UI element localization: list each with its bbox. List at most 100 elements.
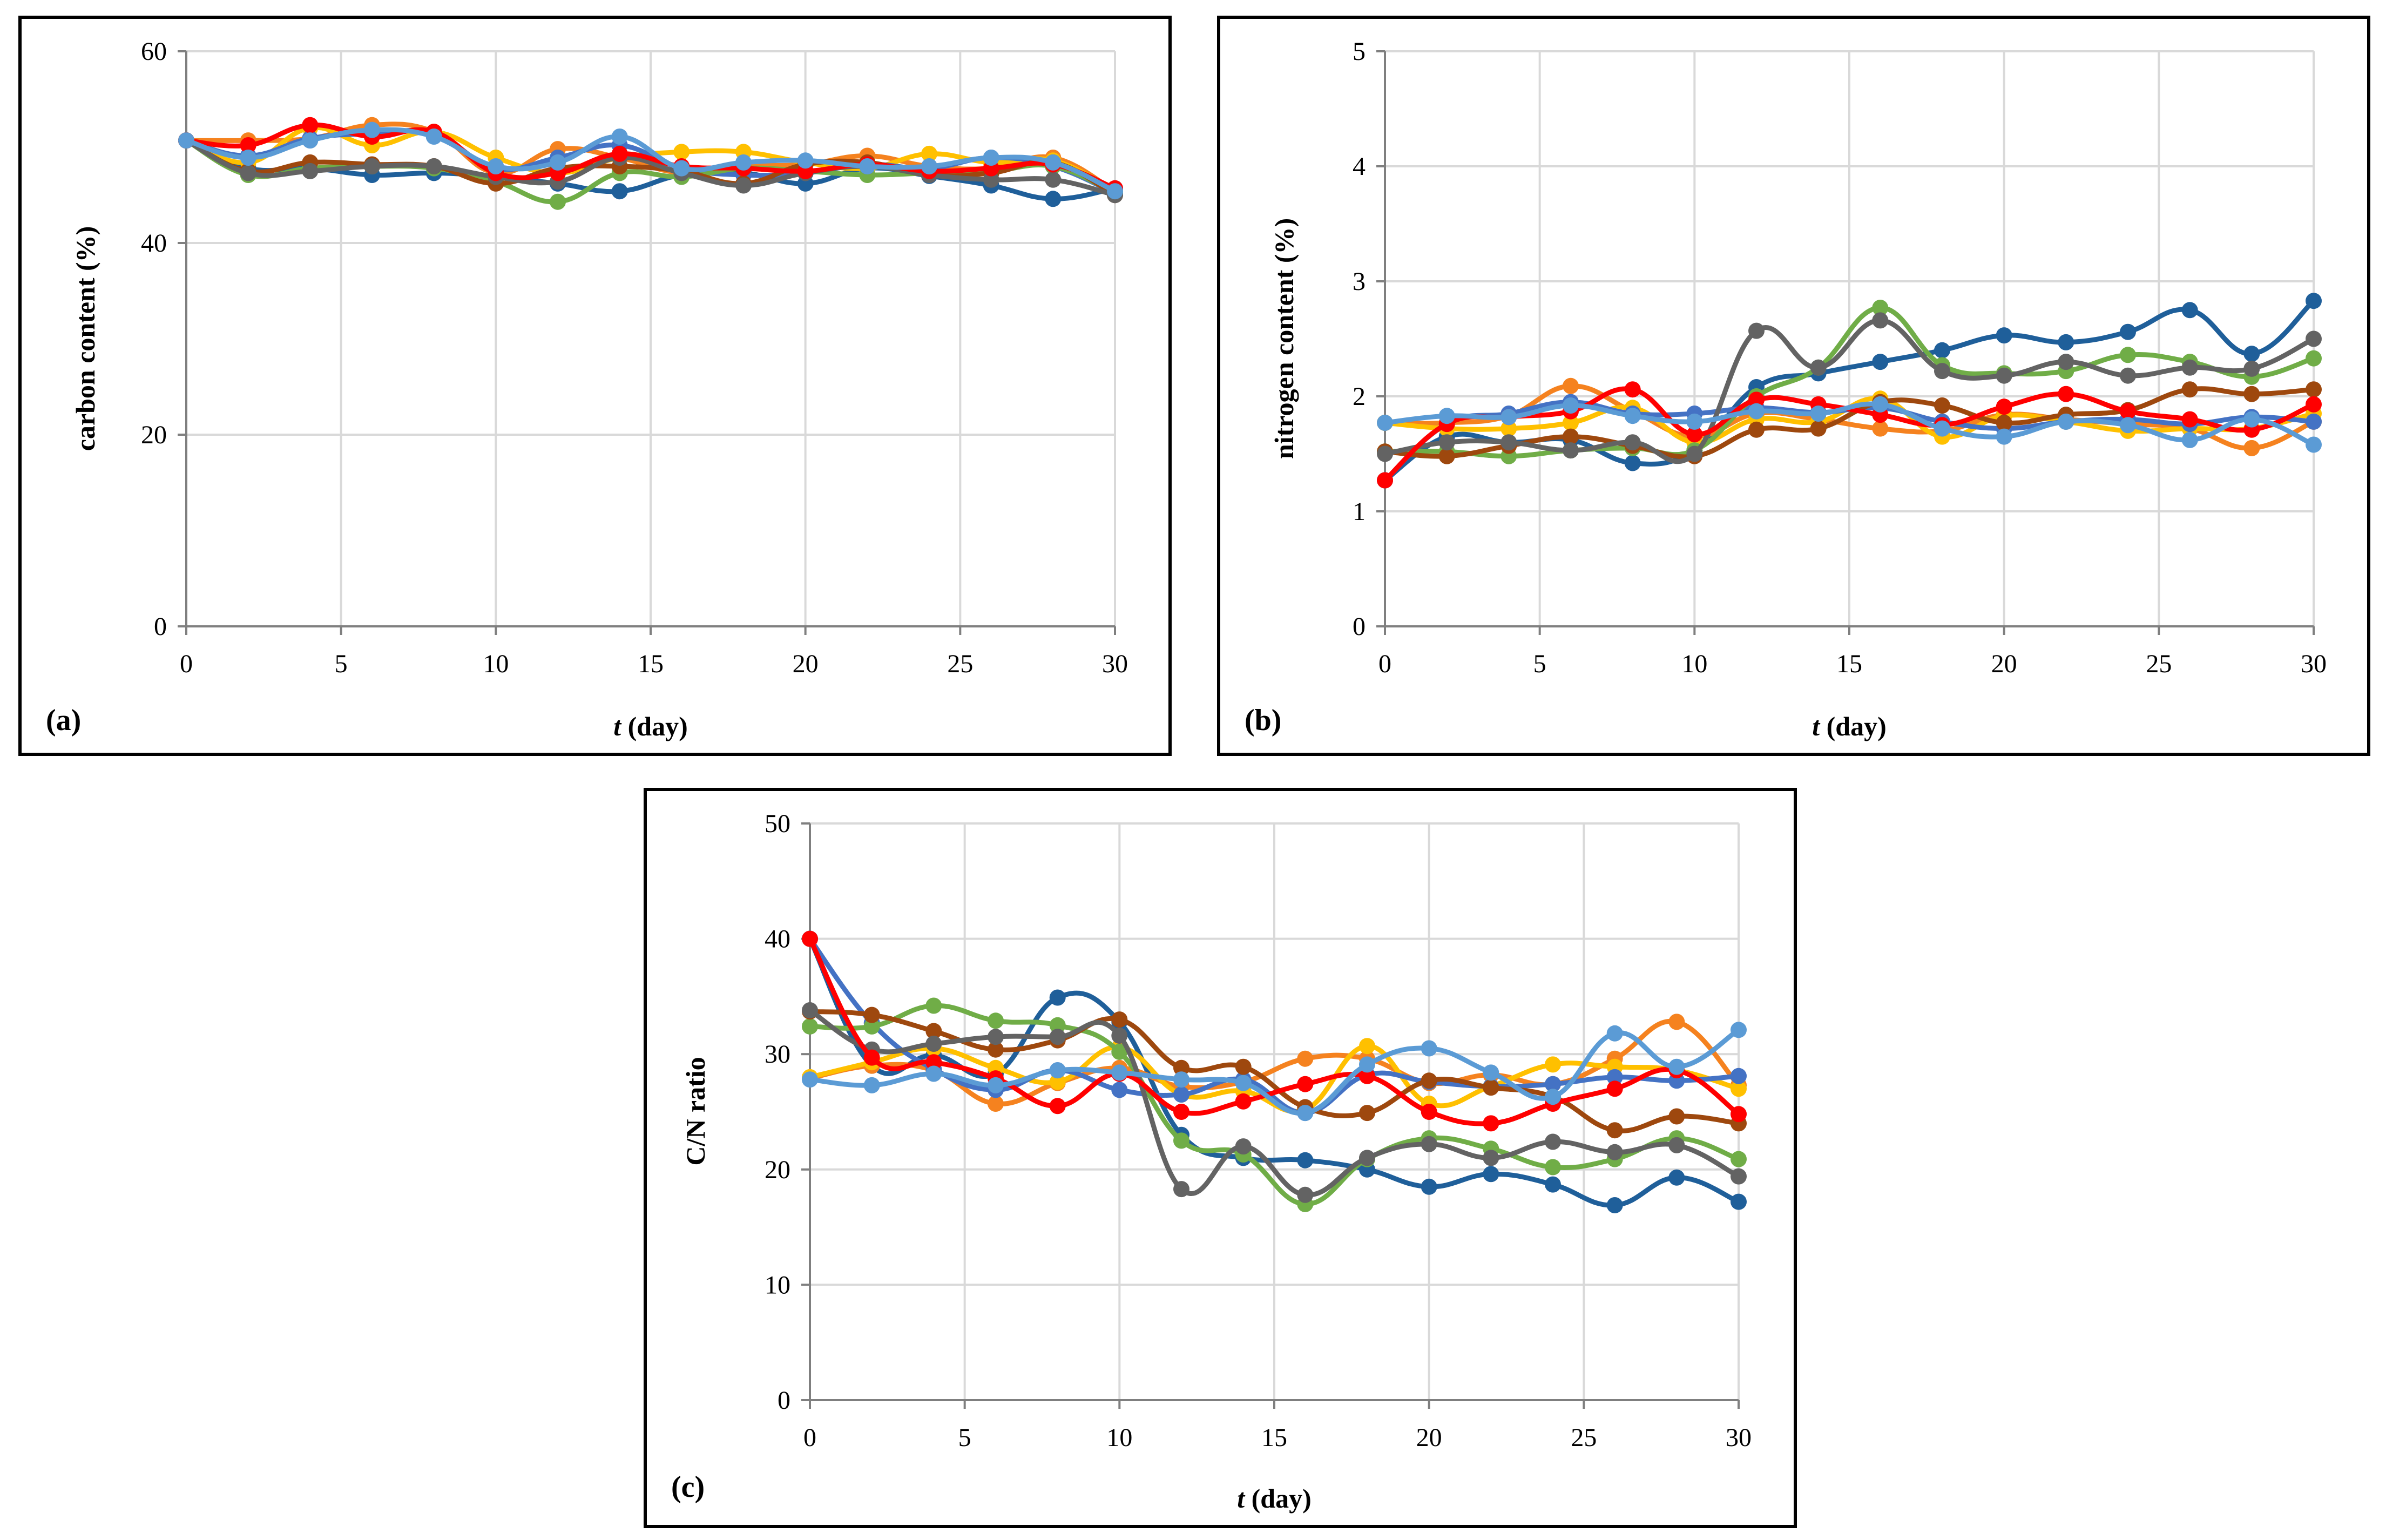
data-point-a-S9-5 (488, 158, 504, 174)
data-point-c-S6-14 (1668, 1108, 1685, 1125)
series-b (1377, 293, 2322, 489)
data-point-c-S1-13 (1606, 1197, 1623, 1213)
data-point-c-S8-6 (1173, 1104, 1189, 1120)
data-point-c-S7-4 (1049, 1029, 1066, 1045)
y-tick-label-a-3: 60 (141, 37, 167, 66)
data-point-b-S5-8 (1872, 300, 1889, 316)
series-line-a-S9 (184, 127, 1118, 194)
data-point-a-S9-11 (859, 158, 876, 174)
x-axis-title-a-var: t (613, 711, 622, 741)
data-point-a-S8-2 (302, 117, 319, 133)
data-point-c-S6-2 (925, 1023, 942, 1039)
data-point-c-S5-6 (1173, 1132, 1189, 1149)
data-point-c-S6-6 (1173, 1059, 1189, 1076)
data-point-b-S7-15 (2306, 330, 2322, 347)
data-point-c-S6-3 (988, 1041, 1004, 1058)
data-point-c-S8-0 (802, 930, 818, 947)
panel-c: 0 5 10 15 20 25 30 0 10 20 30 40 50 C/N ratio t (day… (644, 788, 1797, 1528)
series-line-a-S6 (184, 138, 1118, 198)
data-point-a-S7-14 (1045, 171, 1062, 188)
series-line-b-S7 (1382, 318, 2316, 464)
data-point-a-S5-6 (550, 193, 566, 210)
x-tick-label-a-3: 15 (638, 650, 664, 678)
data-point-c-S7-12 (1545, 1133, 1561, 1150)
data-point-b-S7-2 (1500, 434, 1517, 451)
data-point-a-S7-4 (425, 158, 442, 174)
data-point-b-S6-7 (1810, 420, 1827, 437)
data-point-c-S7-0 (802, 1002, 818, 1018)
data-point-b-S7-10 (1996, 367, 2012, 384)
series-b-S9 (1377, 396, 2322, 453)
data-point-a-S9-13 (983, 150, 999, 166)
series-line-b-S9 (1382, 401, 2316, 447)
data-point-b-S4-15 (2306, 413, 2322, 430)
y-tick-label-b-0: 0 (1353, 612, 1366, 641)
data-point-a-S3-12 (921, 145, 937, 162)
data-point-c-S6-1 (863, 1007, 880, 1023)
data-point-b-S6-15 (2306, 381, 2322, 398)
data-point-c-S6-9 (1359, 1105, 1375, 1122)
x-tick-label-b-0: 0 (1378, 650, 1391, 678)
data-point-b-S7-12 (2120, 367, 2136, 384)
data-point-c-S8-2 (925, 1054, 942, 1071)
data-point-c-S3-15 (1731, 1080, 1747, 1097)
data-point-c-S7-7 (1235, 1138, 1252, 1155)
data-point-b-S3-2 (1500, 420, 1517, 437)
data-point-b-S7-9 (1934, 363, 1950, 380)
data-point-b-S7-11 (2058, 354, 2074, 370)
data-point-c-S4-5 (1111, 1082, 1128, 1098)
data-point-b-S7-8 (1872, 312, 1889, 329)
series-c-S7 (802, 1002, 1747, 1203)
series-line-b-S5 (1382, 305, 2316, 459)
data-point-b-S9-1 (1438, 408, 1455, 424)
data-point-c-S8-11 (1483, 1115, 1499, 1132)
data-point-c-S6-7 (1235, 1058, 1252, 1075)
data-point-c-S5-5 (1111, 1043, 1128, 1060)
data-point-b-S7-6 (1748, 322, 1765, 339)
y-axis-title-b: nitrogen content (%) (1269, 218, 1299, 459)
data-point-b-S9-10 (1996, 428, 2012, 445)
data-point-c-S7-2 (925, 1036, 942, 1052)
data-point-b-S2-8 (1872, 420, 1889, 437)
data-point-b-S7-1 (1438, 434, 1455, 451)
data-point-c-S5-3 (988, 1012, 1004, 1029)
series-line-b-S2 (1382, 383, 2316, 451)
series-a (178, 117, 1123, 210)
data-point-c-S9-15 (1731, 1022, 1747, 1038)
data-point-a-S7-9 (735, 177, 752, 194)
data-point-b-S9-11 (2058, 413, 2074, 430)
y-tick-label-b-2: 2 (1353, 382, 1366, 411)
data-point-a-S7-3 (364, 158, 380, 174)
axes-b (1376, 50, 2315, 635)
data-point-c-S7-6 (1173, 1181, 1189, 1198)
data-point-b-S9-9 (1934, 420, 1950, 437)
data-point-c-S5-0 (802, 1018, 818, 1035)
x-tick-label-c-0: 0 (803, 1423, 816, 1452)
data-point-a-S9-7 (611, 129, 628, 145)
x-tick-label-b-5: 25 (2146, 650, 2172, 678)
axes-c (801, 822, 1740, 1409)
data-point-b-S2-14 (2243, 440, 2260, 456)
x-tick-label-b-6: 30 (2301, 650, 2327, 678)
series-line-c-S7 (807, 1008, 1741, 1198)
data-point-a-S9-3 (364, 121, 380, 138)
data-point-c-S5-15 (1731, 1151, 1747, 1167)
data-point-c-S6-13 (1606, 1122, 1623, 1139)
data-point-c-S1-4 (1049, 989, 1066, 1006)
tick-labels-b: 0 5 10 15 20 25 30 0 1 2 3 4 5 (1353, 37, 2327, 678)
data-point-c-S7-14 (1668, 1137, 1685, 1153)
data-point-c-S8-7 (1235, 1093, 1252, 1110)
y-tick-label-a-2: 40 (141, 229, 167, 258)
data-point-c-S9-10 (1421, 1040, 1437, 1057)
tick-labels-c: 0 5 10 15 20 25 30 0 10 20 30 40 50 (765, 809, 1752, 1452)
series-line-b-S6 (1382, 386, 2316, 460)
data-point-c-S7-10 (1421, 1136, 1437, 1152)
data-point-a-S8-7 (611, 145, 628, 162)
data-point-b-S8-13 (2181, 411, 2198, 428)
data-point-c-S7-9 (1359, 1150, 1375, 1166)
x-axis-title-c-unit: (day) (1245, 1483, 1312, 1514)
data-point-c-S2-3 (988, 1096, 1004, 1112)
y-tick-label-c-1: 10 (765, 1271, 790, 1299)
y-axis-title-c: C/N ratio (680, 1057, 711, 1165)
data-point-b-S8-12 (2120, 403, 2136, 420)
